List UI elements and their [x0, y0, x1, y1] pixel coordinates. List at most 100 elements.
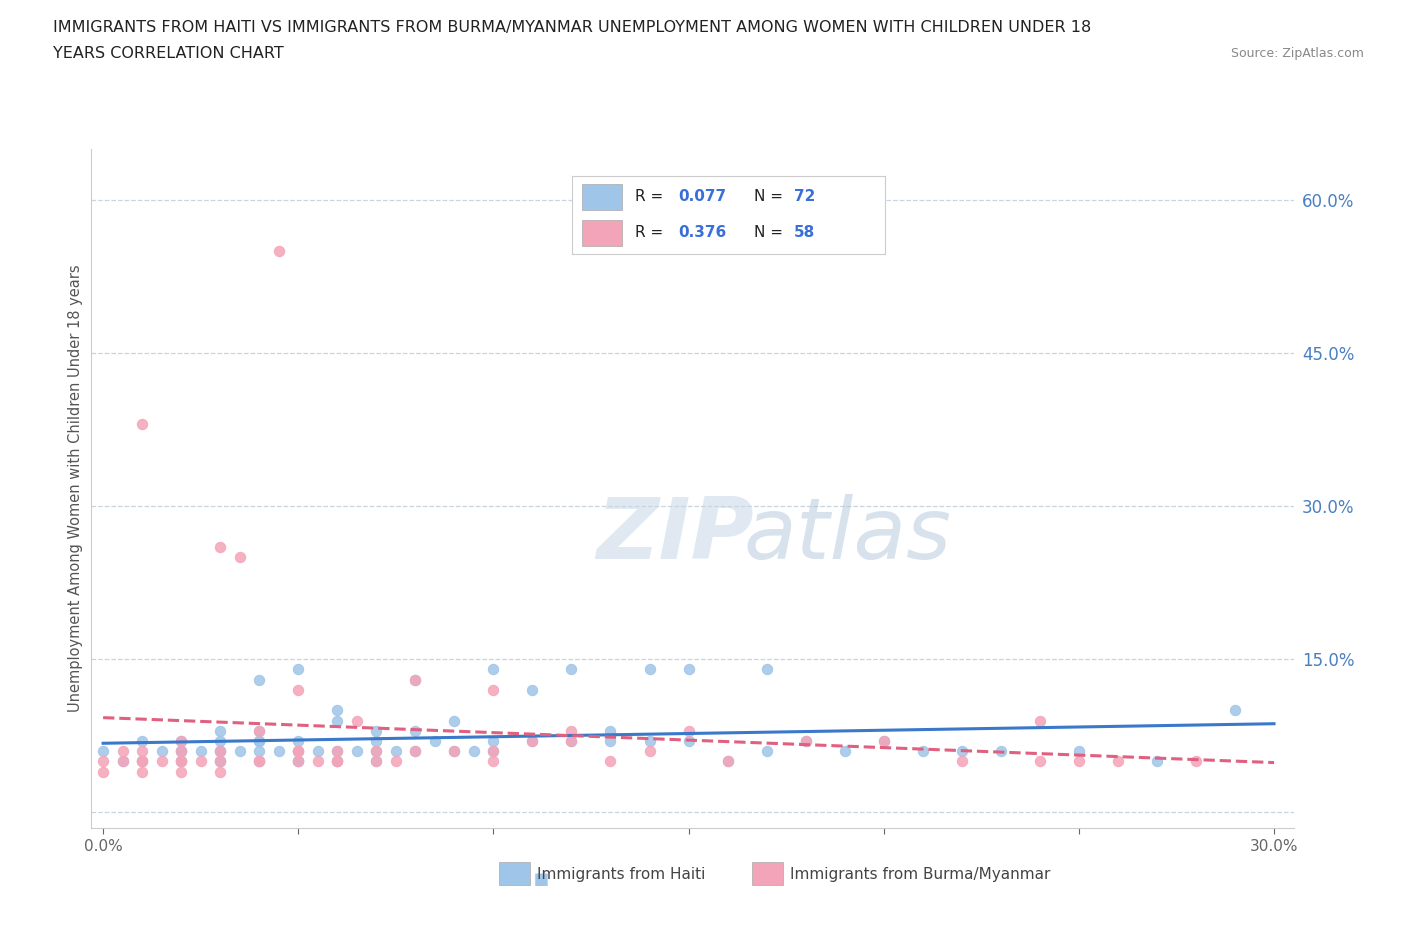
Point [482, 734, 505, 749]
Point [463, 744, 485, 759]
Point [170, 734, 193, 749]
Bar [582, 220, 623, 246]
Point [209, 744, 232, 759]
Point [1146, 754, 1168, 769]
Point [326, 744, 349, 759]
Text: R =: R = [634, 189, 668, 205]
Point [755, 744, 778, 759]
Point [287, 683, 309, 698]
Point [209, 754, 232, 769]
Point [209, 724, 232, 738]
Point [794, 734, 817, 749]
Point [150, 744, 173, 759]
Text: 0.077: 0.077 [679, 189, 727, 205]
Text: Immigrants from Burma/Myanmar: Immigrants from Burma/Myanmar [790, 867, 1050, 882]
Point [522, 734, 544, 749]
Point [209, 764, 232, 779]
Point [170, 754, 193, 769]
Point [1029, 713, 1052, 728]
Point [170, 754, 193, 769]
Point [131, 734, 153, 749]
Point [834, 744, 856, 759]
Point [599, 754, 621, 769]
Point [91, 754, 114, 769]
Point [873, 734, 896, 749]
Point [366, 754, 388, 769]
Point [190, 744, 212, 759]
Text: Immigrants from Haiti: Immigrants from Haiti [537, 867, 706, 882]
Point [209, 754, 232, 769]
Point [326, 713, 349, 728]
Point [131, 754, 153, 769]
Point [366, 734, 388, 749]
Point [366, 744, 388, 759]
Point [326, 754, 349, 769]
Point [190, 754, 212, 769]
Text: N =: N = [754, 189, 787, 205]
Point [170, 764, 193, 779]
Point [522, 683, 544, 698]
Point [287, 754, 309, 769]
Point [247, 754, 270, 769]
Point [482, 754, 505, 769]
Point [307, 754, 329, 769]
Point [404, 744, 426, 759]
Text: 72: 72 [794, 189, 815, 205]
Point [366, 724, 388, 738]
Point [443, 744, 465, 759]
Point [287, 734, 309, 749]
Point [131, 754, 153, 769]
Text: atlas: atlas [744, 494, 952, 578]
Point [716, 754, 738, 769]
Point [111, 754, 134, 769]
Point [678, 662, 700, 677]
Point [91, 744, 114, 759]
Point [247, 754, 270, 769]
Point [346, 713, 368, 728]
Point [287, 744, 309, 759]
Point [326, 703, 349, 718]
Point [482, 683, 505, 698]
Text: 0.376: 0.376 [679, 225, 727, 241]
Point [209, 754, 232, 769]
Point [170, 734, 193, 749]
Point [131, 744, 153, 759]
Point [366, 754, 388, 769]
Point [443, 713, 465, 728]
Point [1067, 754, 1090, 769]
Point [990, 744, 1012, 759]
Point [131, 754, 153, 769]
Point [482, 744, 505, 759]
Point [170, 744, 193, 759]
Text: ZIP: ZIP [596, 494, 754, 578]
Point [443, 744, 465, 759]
Point [482, 744, 505, 759]
Point [287, 754, 309, 769]
Point [247, 672, 270, 687]
Point [267, 244, 290, 259]
Point [228, 550, 250, 565]
Point [247, 734, 270, 749]
Point [1223, 703, 1246, 718]
Text: YEARS CORRELATION CHART: YEARS CORRELATION CHART [53, 46, 284, 61]
Point [755, 662, 778, 677]
Point [326, 744, 349, 759]
Bar [582, 184, 623, 209]
Point [1029, 754, 1052, 769]
Point [599, 734, 621, 749]
Point [287, 662, 309, 677]
Point [950, 744, 973, 759]
Text: R =: R = [634, 225, 668, 241]
Point [209, 744, 232, 759]
Text: N =: N = [754, 225, 787, 241]
Point [307, 744, 329, 759]
Point [1067, 744, 1090, 759]
Point [1185, 754, 1208, 769]
Point [267, 744, 290, 759]
Point [170, 754, 193, 769]
Point [131, 417, 153, 432]
Point [560, 662, 582, 677]
Point [287, 744, 309, 759]
Point [950, 754, 973, 769]
Point [247, 744, 270, 759]
